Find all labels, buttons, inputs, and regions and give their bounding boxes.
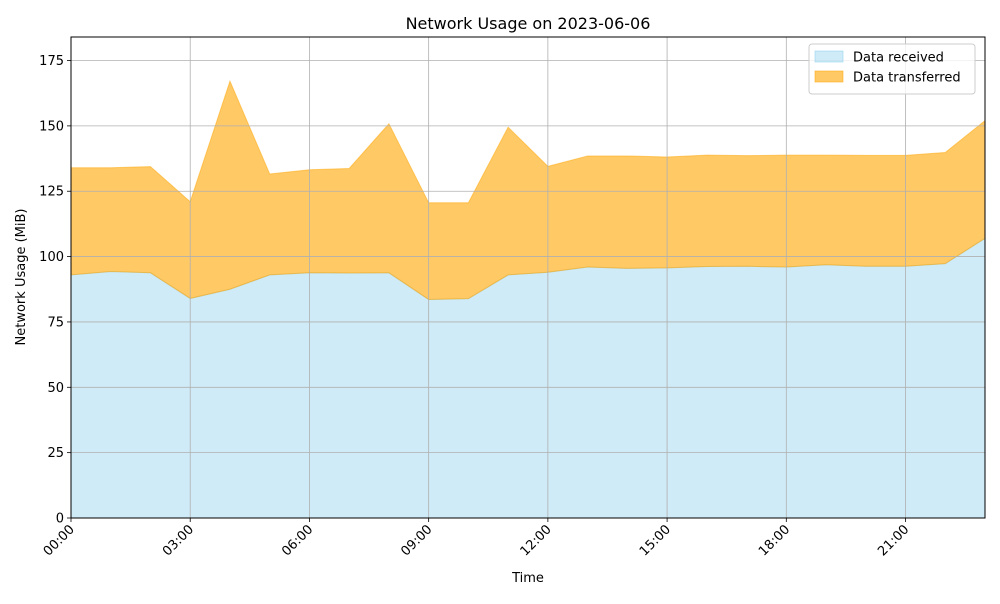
y-tick-label: 100: [39, 250, 64, 265]
y-tick-label: 0: [56, 512, 64, 527]
legend-box: [808, 43, 976, 95]
chart-title: Network Usage on 2023-06-06: [406, 14, 651, 33]
plot-frame: [70, 36, 986, 519]
legend-swatch: [814, 70, 844, 83]
y-tick-label: 50: [47, 381, 64, 396]
y-axis-label: Network Usage (MiB): [14, 209, 29, 346]
x-axis-label: Time: [511, 571, 544, 586]
y-tick-label: 25: [47, 446, 64, 461]
legend-swatch: [814, 50, 844, 63]
legend: Data received Data transferred: [808, 43, 976, 95]
y-tick-label: 150: [39, 119, 64, 134]
y-tick-label: 75: [47, 315, 64, 330]
y-tick-label: 125: [39, 185, 64, 200]
y-tick-label: 175: [39, 54, 64, 69]
legend-label: Data received: [853, 51, 944, 66]
legend-label: Data transferred: [853, 71, 961, 86]
